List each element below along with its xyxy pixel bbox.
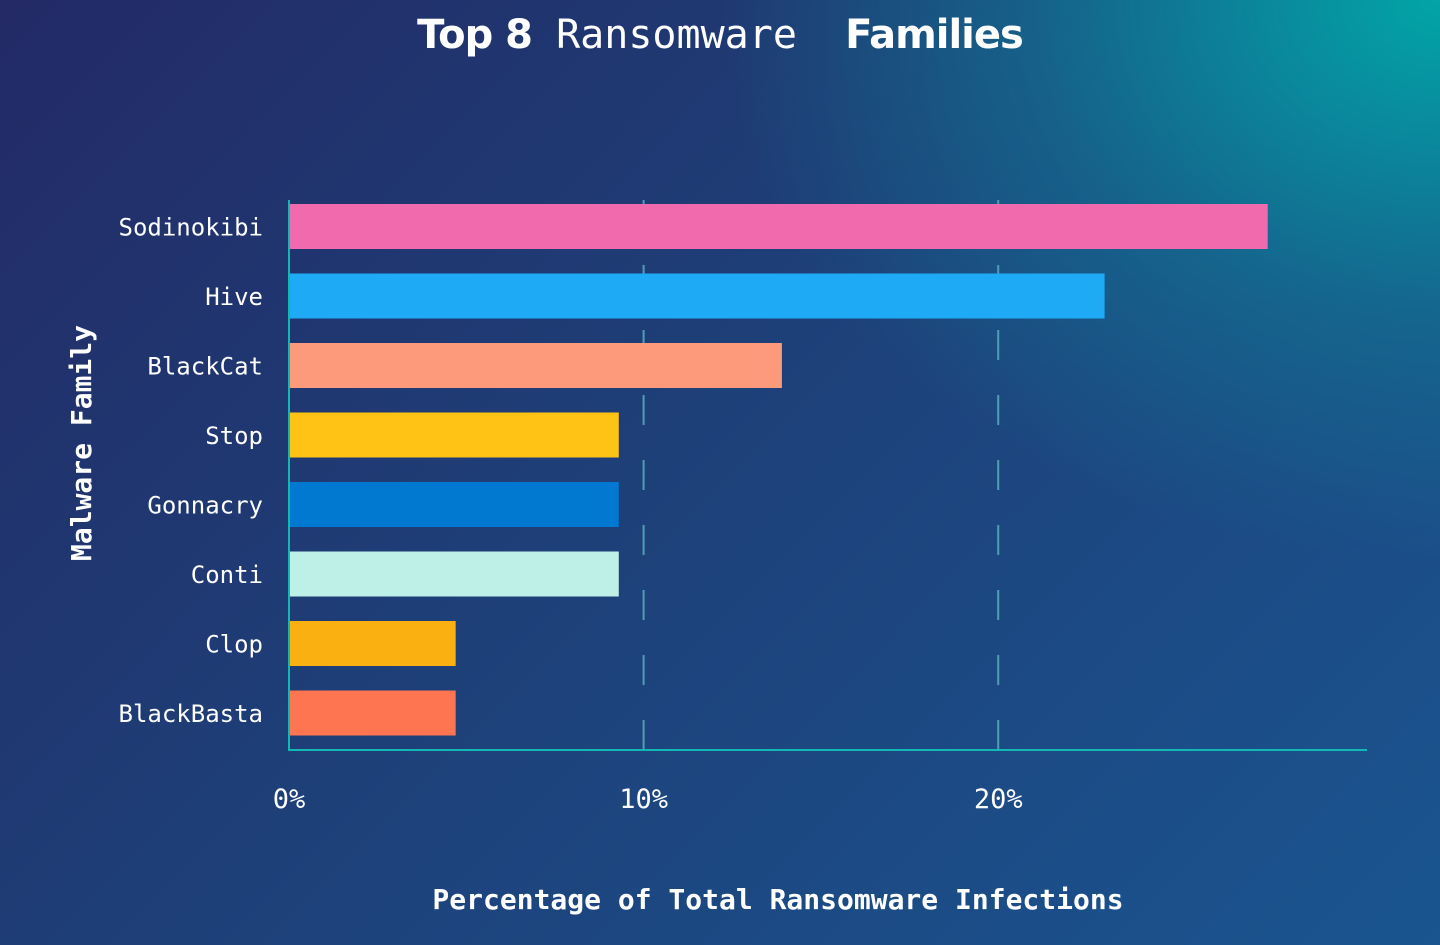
y-tick-labels: Sodinokibi Hive BlackCat Stop Gonnacry Conti C… bbox=[119, 214, 264, 729]
bars bbox=[289, 204, 1268, 736]
bar bbox=[289, 690, 456, 736]
x-tick-label: 10% bbox=[619, 784, 668, 815]
y-axis-label: Malware Family bbox=[65, 325, 98, 561]
bar bbox=[289, 551, 619, 597]
x-tick-label: 20% bbox=[974, 784, 1023, 815]
bar bbox=[289, 412, 619, 458]
y-tick-label: Conti bbox=[191, 561, 263, 589]
x-axis-label: Percentage of Total Ransomware Infection… bbox=[432, 883, 1123, 916]
bar bbox=[289, 343, 782, 388]
bar bbox=[289, 482, 619, 527]
y-tick-label: Clop bbox=[205, 631, 263, 659]
y-tick-label: Stop bbox=[205, 422, 263, 450]
title-part-families: Families bbox=[845, 12, 1024, 58]
y-tick-label: Gonnacry bbox=[147, 492, 263, 520]
y-tick-label: BlackBasta bbox=[119, 700, 264, 728]
chart-title: Top 8 Ransomware Families bbox=[0, 12, 1440, 58]
x-tick-label: 0% bbox=[273, 784, 306, 815]
bar bbox=[289, 621, 456, 666]
y-tick-label: Hive bbox=[205, 283, 263, 311]
title-part-ransomware: Ransomware bbox=[556, 12, 797, 58]
bar bbox=[289, 204, 1268, 249]
bar bbox=[289, 273, 1105, 319]
x-tick-labels: 0% 10% 20% bbox=[273, 784, 1023, 815]
title-part-top8: Top 8 bbox=[417, 12, 533, 58]
y-tick-label: Sodinokibi bbox=[119, 214, 264, 242]
y-tick-label: BlackCat bbox=[147, 353, 263, 381]
